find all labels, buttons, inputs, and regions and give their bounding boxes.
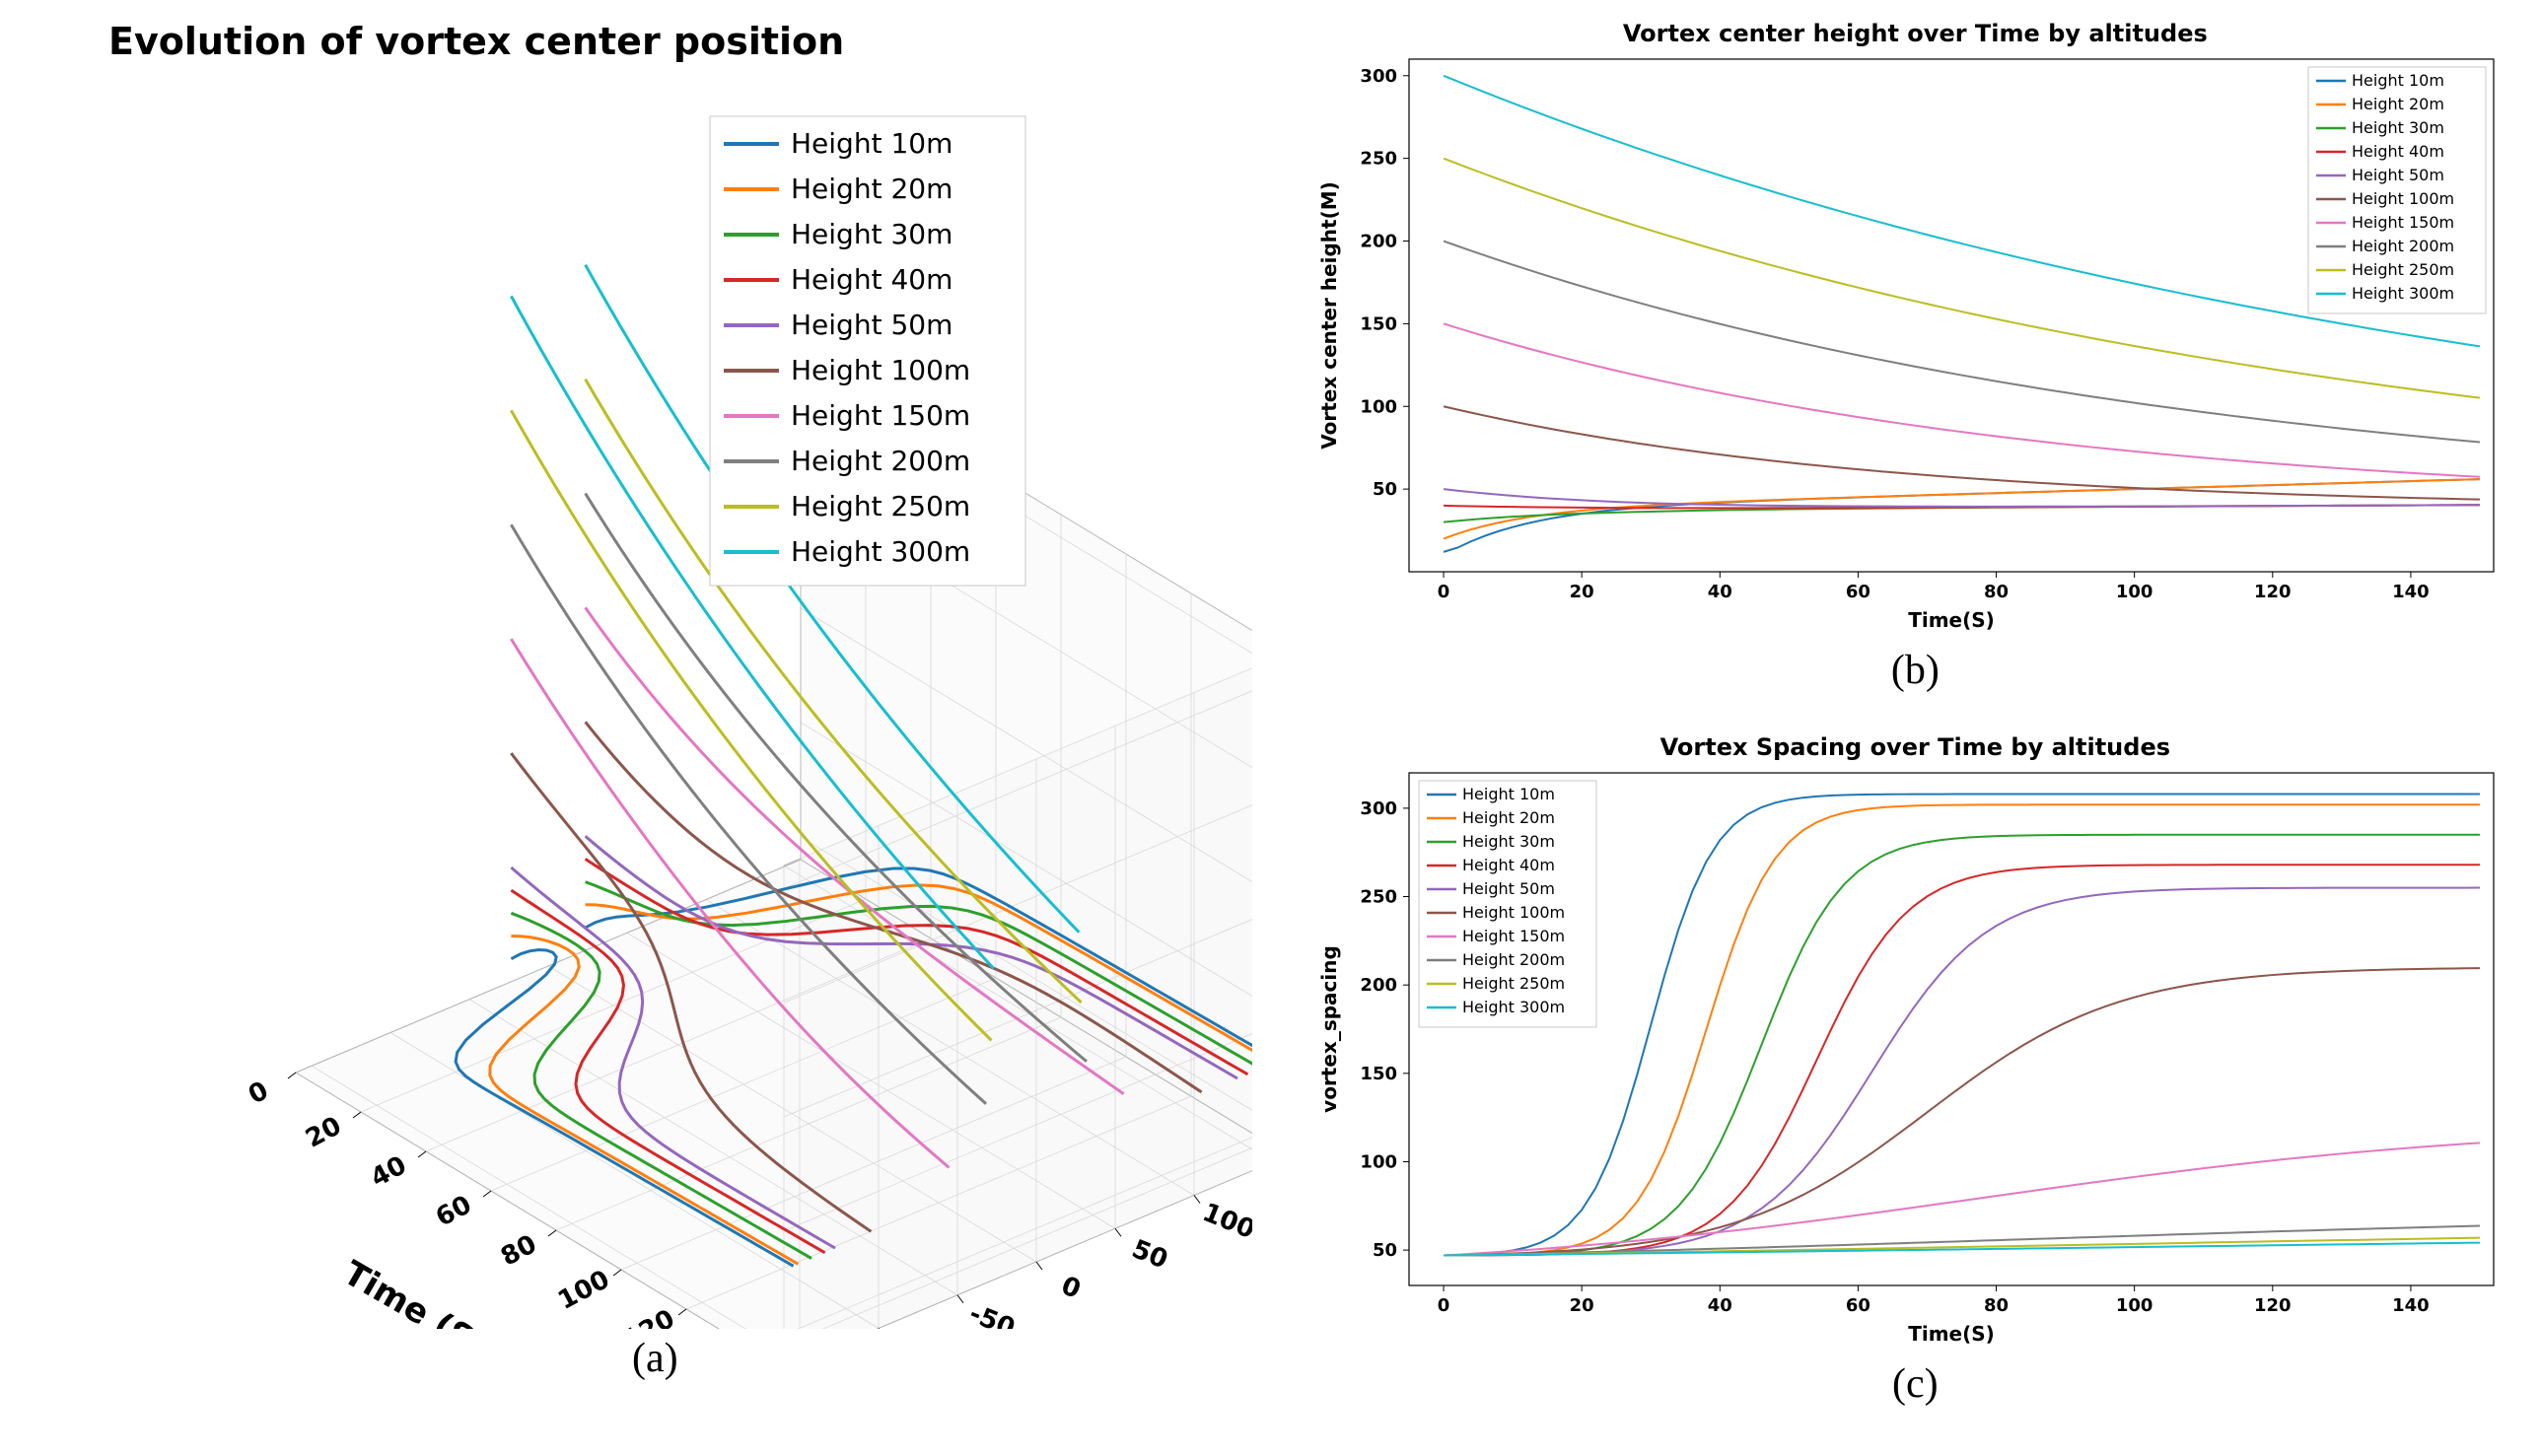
- panel-b: Vortex center height over Time by altitu…: [1310, 20, 2520, 724]
- svg-text:0: 0: [1057, 1271, 1085, 1305]
- svg-text:100: 100: [2116, 582, 2153, 602]
- svg-text:Height 100m: Height 100m: [1462, 903, 1565, 922]
- svg-text:vortex_spacing: vortex_spacing: [1317, 945, 1341, 1113]
- svg-text:Height 30m: Height 30m: [2352, 118, 2444, 137]
- svg-text:Height 40m: Height 40m: [1462, 856, 1555, 874]
- svg-text:20: 20: [301, 1111, 346, 1153]
- svg-text:140: 140: [2392, 1295, 2430, 1316]
- svg-text:Height 20m: Height 20m: [1462, 808, 1555, 827]
- svg-text:Height 250m: Height 250m: [791, 490, 970, 522]
- svg-text:Height 10m: Height 10m: [2352, 71, 2444, 90]
- panel-a-plot: 020406080100120140-150-100-50050100150-1…: [20, 67, 1291, 1329]
- svg-text:100: 100: [553, 1265, 614, 1316]
- svg-text:100: 100: [1360, 1151, 1397, 1172]
- svg-text:Height 300m: Height 300m: [1462, 998, 1565, 1016]
- svg-text:Height 150m: Height 150m: [1462, 927, 1565, 945]
- svg-text:300: 300: [1360, 66, 1397, 87]
- svg-text:Height 40m: Height 40m: [2352, 142, 2444, 161]
- svg-text:60: 60: [431, 1190, 476, 1232]
- panel-c-plot: 0 20 40 60 80 100 120 140 50 100 150 200 250 300 Time(…: [1310, 763, 2520, 1354]
- svg-text:Height 300m: Height 300m: [791, 535, 970, 568]
- svg-text:300: 300: [1360, 797, 1397, 818]
- svg-text:100: 100: [2116, 1295, 2153, 1316]
- panel-a-title: Evolution of vortex center position: [20, 20, 1291, 63]
- svg-text:250: 250: [1360, 886, 1397, 907]
- svg-text:Height 10m: Height 10m: [791, 127, 952, 160]
- svg-text:Height 200m: Height 200m: [1462, 950, 1565, 969]
- svg-text:120: 120: [618, 1304, 679, 1329]
- svg-text:-50: -50: [965, 1299, 1020, 1329]
- panel-a: Evolution of vortex center position 0 20 4…: [20, 20, 1291, 1436]
- svg-text:Height 30m: Height 30m: [1462, 832, 1555, 851]
- svg-text:Time(S): Time(S): [1908, 608, 1995, 632]
- svg-text:Height 50m: Height 50m: [791, 309, 952, 341]
- panel-b-svg: 0 20 40 60 80 100 120 140 50 100 150 200 250 300 Time(…: [1310, 49, 2513, 641]
- panel-a-svg: 020406080100120140-150-100-50050100150-1…: [20, 67, 1252, 1329]
- svg-text:Height 50m: Height 50m: [2352, 166, 2444, 184]
- svg-text:0: 0: [244, 1075, 273, 1110]
- svg-text:50: 50: [1373, 479, 1397, 500]
- svg-text:60: 60: [1846, 1295, 1870, 1316]
- svg-text:Height 30m: Height 30m: [791, 218, 952, 250]
- panel-b-title: Vortex center height over Time by altitu…: [1310, 20, 2520, 47]
- svg-text:Height 200m: Height 200m: [791, 445, 970, 477]
- svg-text:120: 120: [2254, 582, 2292, 602]
- svg-text:Time(S): Time(S): [1908, 1322, 1995, 1346]
- svg-text:Height 40m: Height 40m: [791, 263, 952, 296]
- svg-text:Height 200m: Height 200m: [2352, 237, 2454, 255]
- svg-text:40: 40: [366, 1150, 411, 1193]
- svg-text:80: 80: [496, 1229, 541, 1272]
- svg-text:250: 250: [1360, 149, 1397, 170]
- svg-text:50: 50: [1373, 1240, 1397, 1261]
- svg-text:Height 150m: Height 150m: [791, 399, 970, 432]
- svg-text:140: 140: [2392, 582, 2430, 602]
- svg-text:Height 20m: Height 20m: [791, 173, 952, 205]
- panel-c: Vortex Spacing over Time by altitudes 0 2…: [1310, 733, 2520, 1437]
- svg-text:150: 150: [1360, 313, 1397, 334]
- svg-text:0: 0: [1437, 582, 1449, 602]
- panel-c-title: Vortex Spacing over Time by altitudes: [1310, 733, 2520, 761]
- panel-c-caption: (c): [1310, 1360, 2520, 1408]
- svg-text:20: 20: [1569, 1295, 1593, 1316]
- svg-text:Height 20m: Height 20m: [2352, 95, 2444, 113]
- svg-text:80: 80: [1984, 1295, 2009, 1316]
- svg-text:Height 10m: Height 10m: [1462, 785, 1555, 803]
- svg-text:120: 120: [2254, 1295, 2292, 1316]
- svg-text:40: 40: [1707, 582, 1731, 602]
- svg-text:80: 80: [1984, 582, 2009, 602]
- svg-text:Height 150m: Height 150m: [2352, 213, 2454, 232]
- svg-text:Height 100m: Height 100m: [791, 354, 970, 386]
- figure-grid: Evolution of vortex center position 0 20 4…: [20, 20, 2520, 1436]
- svg-text:100: 100: [1198, 1198, 1252, 1245]
- svg-text:Height 250m: Height 250m: [2352, 260, 2454, 279]
- svg-text:20: 20: [1569, 582, 1593, 602]
- panel-b-plot: 0 20 40 60 80 100 120 140 50 100 150 200 250 300 Time(…: [1310, 49, 2520, 641]
- svg-text:Time (S): Time (S): [336, 1253, 493, 1329]
- svg-text:Vortex center height(M): Vortex center height(M): [1317, 181, 1341, 450]
- svg-text:Height 50m: Height 50m: [1462, 879, 1555, 898]
- svg-text:200: 200: [1360, 975, 1397, 996]
- svg-text:50: 50: [1128, 1234, 1172, 1275]
- panel-b-caption: (b): [1310, 647, 2520, 694]
- panel-c-svg: 0 20 40 60 80 100 120 140 50 100 150 200 250 300 Time(…: [1310, 763, 2513, 1354]
- svg-text:Height 300m: Height 300m: [2352, 284, 2454, 303]
- svg-text:40: 40: [1707, 1295, 1731, 1316]
- svg-text:Height 100m: Height 100m: [2352, 189, 2454, 208]
- svg-text:0: 0: [1437, 1295, 1449, 1316]
- svg-text:60: 60: [1846, 582, 1870, 602]
- svg-text:200: 200: [1360, 232, 1397, 252]
- svg-text:Height 250m: Height 250m: [1462, 974, 1565, 993]
- svg-text:150: 150: [1360, 1063, 1397, 1083]
- panel-a-caption: (a): [20, 1335, 1291, 1382]
- svg-text:100: 100: [1360, 396, 1397, 417]
